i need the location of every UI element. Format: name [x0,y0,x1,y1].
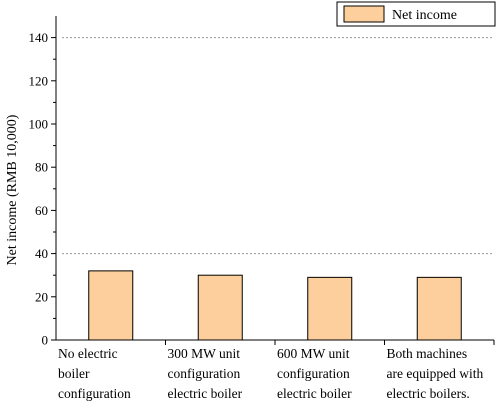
y-tick-label: 60 [35,203,48,218]
x-tick-label-line: are equipped with [387,366,484,381]
y-ticks: 0 20 40 60 80 100 120 140 [29,30,56,348]
bar-3 [307,276,353,341]
bars [88,270,462,341]
y-tick-label: 140 [29,30,49,45]
x-tick-label-line: No electric [58,346,118,361]
reference-lines [62,37,494,255]
x-tick-label-2: 300 MW unit configuration electric boiler [168,346,243,401]
x-tick-label-1: No electric boiler configuration [58,346,131,401]
x-tick-label-4: Both machines are equipped with electric b… [387,346,484,401]
x-tick-label-line: Both machines [387,346,468,361]
bar-4 [416,276,462,341]
legend: Net income [336,1,496,27]
bar-1 [88,270,134,341]
x-tick-label-line: 300 MW unit [168,346,241,361]
x-tick-label-line: boiler [58,366,90,381]
x-tick-label-line: electric boiler [277,386,352,401]
x-tick-label-line: 600 MW unit [277,346,350,361]
legend-swatch-net-income [343,5,385,23]
x-tick-label-line: configuration [58,386,131,401]
x-tick-label-line: electric boilers. [387,386,470,401]
y-axis-label: Net income (RMB 10,000) [5,114,20,265]
legend-label-net-income: Net income [392,8,457,23]
y-tick-label: 0 [42,333,49,348]
x-tick-label-line: configuration [277,366,350,381]
x-tick-label-line: electric boiler [168,386,243,401]
y-tick-label: 80 [35,160,48,175]
x-tick-label-line: configuration [168,366,241,381]
y-tick-label: 20 [35,289,48,304]
axes [55,16,495,345]
bar-2 [197,274,243,341]
y-tick-label: 100 [29,117,49,132]
x-tick-label-3: 600 MW unit configuration electric boiler [277,346,352,401]
y-tick-label: 40 [35,246,48,261]
y-tick-label: 120 [29,73,49,88]
